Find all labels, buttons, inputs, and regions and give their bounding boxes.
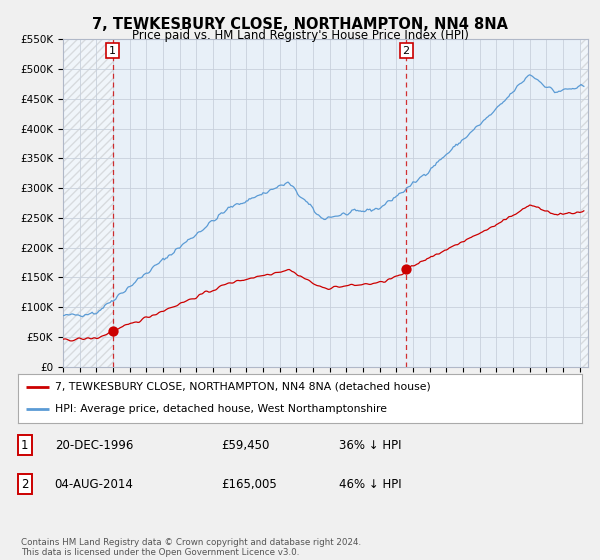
Bar [63,39,113,367]
Text: 7, TEWKESBURY CLOSE, NORTHAMPTON, NN4 8NA (detached house): 7, TEWKESBURY CLOSE, NORTHAMPTON, NN4 8N… [55,382,430,392]
Text: HPI: Average price, detached house, West Northamptonshire: HPI: Average price, detached house, West… [55,404,386,414]
Text: 46% ↓ HPI: 46% ↓ HPI [340,478,402,491]
Text: Price paid vs. HM Land Registry's House Price Index (HPI): Price paid vs. HM Land Registry's House … [131,29,469,42]
Bar [406,39,588,367]
Text: Contains HM Land Registry data © Crown copyright and database right 2024.
This d: Contains HM Land Registry data © Crown c… [21,538,361,557]
Text: 2: 2 [403,46,410,55]
Point [108,327,118,336]
Text: 2: 2 [21,478,29,491]
Text: 7, TEWKESBURY CLOSE, NORTHAMPTON, NN4 8NA: 7, TEWKESBURY CLOSE, NORTHAMPTON, NN4 8N… [92,17,508,32]
Text: 04-AUG-2014: 04-AUG-2014 [55,478,134,491]
Text: £165,005: £165,005 [221,478,277,491]
Text: 1: 1 [21,438,29,451]
Text: 20-DEC-1996: 20-DEC-1996 [55,438,133,451]
Bar [581,39,588,367]
Text: 36% ↓ HPI: 36% ↓ HPI [340,438,402,451]
Point [401,264,411,273]
Text: £59,450: £59,450 [221,438,269,451]
Text: 1: 1 [109,46,116,55]
